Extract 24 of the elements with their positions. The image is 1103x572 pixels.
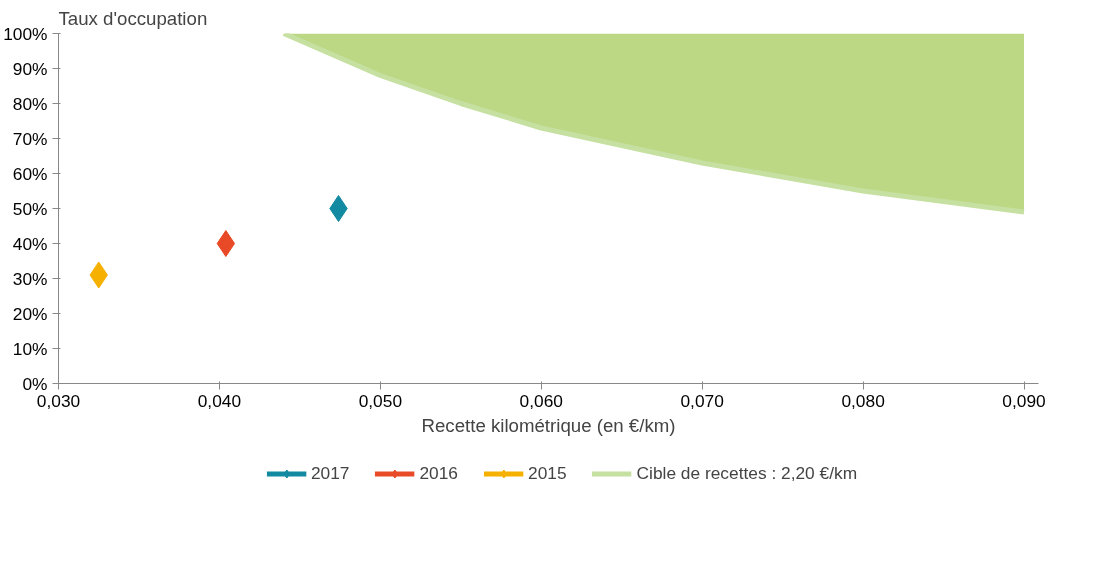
x-tick-label: 0,060 — [519, 390, 563, 411]
x-tick-label: 0,090 — [1002, 390, 1046, 411]
y-tick-label: 70% — [12, 128, 48, 149]
y-tick-label: 100% — [3, 23, 48, 44]
y-tick-label: 20% — [12, 303, 48, 324]
x-tick-label: 0,070 — [680, 390, 724, 411]
legend-label: 2017 — [310, 462, 350, 484]
point — [216, 230, 236, 257]
x-tick-label: 0,050 — [358, 390, 403, 411]
y-tick-label: 10% — [12, 338, 48, 359]
x-tick-label: 0,080 — [841, 390, 885, 411]
y-tick-label: 80% — [12, 93, 48, 114]
y-tick-label: 90% — [12, 58, 48, 79]
y-tick-label: 40% — [12, 233, 48, 254]
legend-label: 2015 — [528, 462, 567, 484]
legend-label: Cible de recettes : 2,20 €/km — [636, 462, 858, 484]
y-tick-label: 30% — [12, 268, 48, 289]
point — [329, 195, 348, 222]
legend-label: 2016 — [419, 462, 458, 484]
y-tick-label: 50% — [12, 198, 48, 219]
y-tick-label: 60% — [12, 163, 48, 184]
y-axis-title: Taux d'occupation — [58, 7, 208, 29]
x-axis-title: Recette kilométrique (en €/km) — [421, 414, 676, 436]
x-tick-label: 0,040 — [197, 390, 242, 411]
